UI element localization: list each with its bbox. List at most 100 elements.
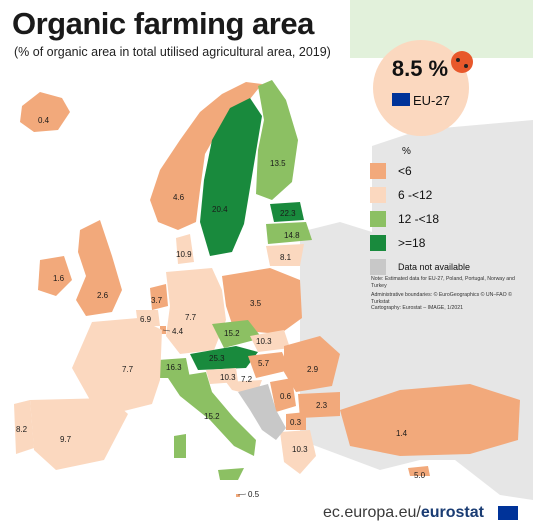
label-portugal: 8.2 [16, 425, 28, 434]
country-slovakia[interactable] [250, 330, 290, 352]
country-malta[interactable] [236, 494, 240, 497]
country-turkey[interactable] [340, 384, 520, 456]
label-belgium: 6.9 [140, 315, 152, 324]
label-germany: 7.7 [185, 313, 197, 322]
country-spain[interactable] [30, 398, 128, 470]
footer-brand: eurostat [420, 504, 484, 521]
legend-label: 6 -<12 [398, 187, 433, 202]
label-sweden: 20.4 [212, 205, 228, 214]
note-line: Cartography: Eurostat – IMAGE, 1/2021 [371, 305, 463, 312]
label-denmark: 10.9 [176, 250, 192, 259]
country-italy[interactable] [168, 372, 256, 456]
country-norway[interactable] [150, 82, 262, 230]
country-lithuania[interactable] [266, 244, 304, 266]
country-switzerland[interactable] [158, 358, 190, 378]
label-lithuania: 8.1 [280, 253, 292, 262]
label-latvia: 14.8 [284, 231, 300, 240]
label-italy: 15.2 [204, 412, 220, 421]
ladybug-icon [451, 51, 473, 73]
country-estonia[interactable] [270, 202, 304, 222]
label-estonia: 22.3 [280, 209, 296, 218]
country-serbia[interactable] [270, 378, 296, 412]
footer-link[interactable]: ec.europa.eu/eurostat [323, 504, 484, 522]
page-subtitle: (% of organic area in total utilised agr… [14, 45, 331, 59]
label-united-kingdom: 2.6 [97, 291, 109, 300]
label-romania: 2.9 [307, 365, 319, 374]
label-croatia: 7.2 [241, 375, 253, 384]
legend-item: >=18 [370, 232, 470, 253]
eu-flag-icon [392, 93, 410, 106]
country-iceland[interactable] [20, 92, 70, 132]
label-czechia: 15.2 [224, 329, 240, 338]
country-united-kingdom[interactable] [76, 220, 122, 316]
country-greece[interactable] [280, 430, 316, 474]
footer-site: ec.europa.eu/ [323, 504, 421, 521]
country-italy-sardinia[interactable] [174, 434, 186, 458]
label-greece: 10.3 [292, 445, 308, 454]
country-finland[interactable] [256, 80, 298, 200]
legend-item: 6 -<12 [370, 184, 470, 205]
label-malta: 0.5 [248, 490, 260, 499]
leader-line-luxembourg [162, 329, 171, 332]
country-czechia[interactable] [212, 320, 262, 348]
country-hungary[interactable] [248, 352, 290, 378]
eu-badge-circle [373, 40, 469, 136]
label-norway: 4.6 [173, 193, 185, 202]
note-line: Note: Estimated data for EU-27, Poland, … [371, 276, 515, 289]
country-netherlands[interactable] [150, 284, 168, 310]
country-ireland[interactable] [38, 256, 72, 296]
legend-label: Data not available [398, 261, 471, 272]
legend-unit: % [402, 146, 411, 157]
ladybug-spot-icon [456, 58, 460, 62]
country-slovenia[interactable] [206, 368, 238, 384]
label-slovakia: 10.3 [256, 337, 272, 346]
country-italy-sicily[interactable] [218, 468, 244, 480]
label-hungary: 5.7 [258, 359, 270, 368]
country-romania[interactable] [284, 336, 340, 392]
label-turkey: 1.4 [396, 429, 408, 438]
label-france: 7.7 [122, 365, 134, 374]
country-germany[interactable] [166, 268, 226, 354]
legend-swatch [370, 210, 386, 227]
country-austria[interactable] [190, 346, 258, 370]
label-spain: 9.7 [60, 435, 72, 444]
eu-flag-icon-footer [498, 506, 518, 520]
legend-label: >=18 [398, 235, 426, 250]
country-france[interactable] [72, 318, 162, 412]
legend-swatch [370, 186, 386, 203]
legend-item: 12 -<18 [370, 208, 470, 229]
label-slovenia: 10.3 [220, 373, 236, 382]
legend-swatch [370, 258, 386, 275]
legend-label: <6 [398, 163, 412, 178]
country-denmark[interactable] [176, 234, 194, 264]
label-switzerland: 16.3 [166, 363, 182, 372]
label-luxembourg: 4.4 [172, 327, 184, 336]
label-ireland: 1.6 [53, 274, 65, 283]
legend-swatch [370, 162, 386, 179]
label-iceland: 0.4 [38, 116, 50, 125]
ladybug-spot-icon-2 [464, 64, 468, 68]
label-austria: 25.3 [209, 354, 225, 363]
label-netherlands: 3.7 [151, 296, 163, 305]
label-cyprus: 5.0 [414, 471, 426, 480]
country-latvia[interactable] [266, 222, 312, 244]
label-serbia: 0.6 [280, 392, 292, 401]
country-poland[interactable] [222, 268, 302, 334]
country-portugal[interactable] [14, 400, 34, 454]
label-bulgaria: 2.3 [316, 401, 328, 410]
label-poland: 3.5 [250, 299, 262, 308]
country-sweden[interactable] [200, 98, 262, 256]
country-bulgaria[interactable] [298, 392, 340, 418]
legend: % <6 6 -<12 12 -<18 >=18 Data not availa… [370, 146, 470, 277]
label-finland: 13.5 [270, 159, 286, 168]
leader-line-malta [237, 493, 247, 496]
eu-average-value: 8.5 % [391, 56, 449, 81]
grass-decoration [350, 0, 533, 58]
legend-item: <6 [370, 160, 470, 181]
page-title: Organic farming area [12, 6, 314, 41]
country-cyprus[interactable] [408, 466, 430, 476]
country-western-balkans-no-data[interactable] [238, 384, 286, 440]
country-north-macedonia[interactable] [286, 412, 306, 430]
legend-label: 12 -<18 [398, 211, 440, 226]
